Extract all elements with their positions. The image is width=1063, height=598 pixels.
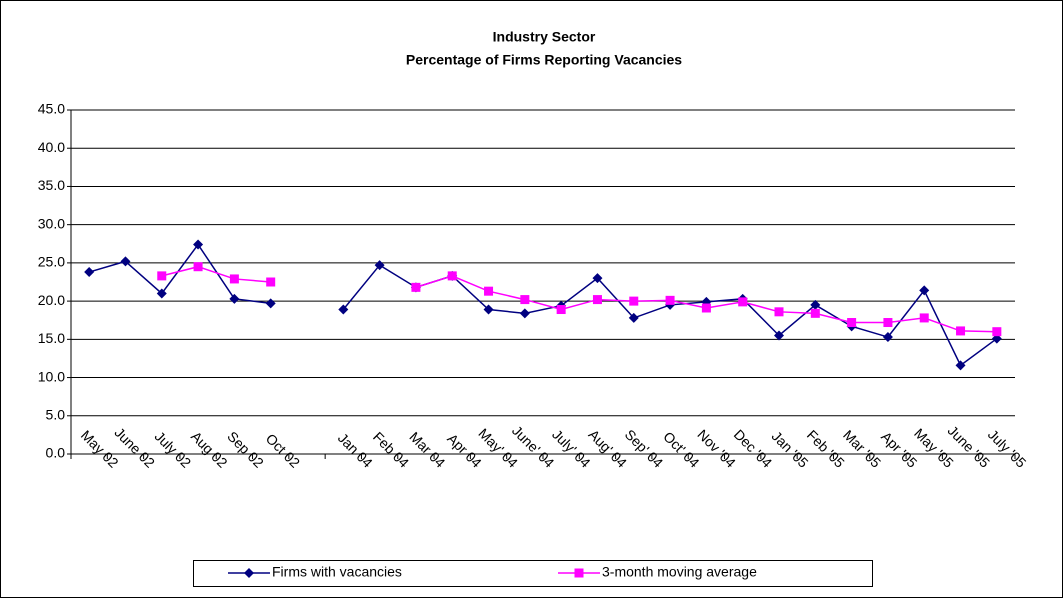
- y-tick-label: 30.0: [38, 215, 65, 231]
- point: [120, 256, 131, 267]
- point: [519, 308, 530, 319]
- y-tick-label: 25.0: [38, 254, 65, 270]
- point: [156, 288, 167, 299]
- y-tick-label: 40.0: [38, 139, 65, 155]
- point: [919, 285, 930, 296]
- point: [229, 274, 239, 284]
- point: [374, 260, 385, 271]
- point: [484, 286, 494, 296]
- point: [411, 282, 421, 292]
- point: [592, 295, 602, 305]
- point: [738, 297, 748, 307]
- legend: [193, 560, 873, 587]
- point: [665, 295, 675, 305]
- legend-label: 3-month moving average: [602, 564, 757, 580]
- point: [629, 296, 639, 306]
- y-tick-label: 35.0: [38, 177, 65, 193]
- point: [193, 239, 204, 250]
- point: [992, 327, 1002, 337]
- point: [810, 299, 821, 310]
- point: [956, 326, 966, 336]
- point: [157, 271, 167, 281]
- point: [229, 293, 240, 304]
- point: [483, 304, 494, 315]
- point: [883, 318, 893, 328]
- point: [919, 313, 929, 323]
- point: [774, 330, 784, 341]
- y-tick-label: 5.0: [46, 406, 66, 422]
- legend-label: Firms with vacancies: [272, 564, 402, 580]
- y-tick-label: 0.0: [46, 445, 66, 461]
- point: [265, 298, 276, 309]
- point: [266, 277, 276, 287]
- point: [574, 568, 584, 578]
- y-tick-label: 45.0: [38, 101, 65, 117]
- chart-subtitle: Percentage of Firms Reporting Vacancies: [406, 52, 682, 68]
- point: [592, 273, 603, 284]
- point: [701, 303, 711, 313]
- chart-title: Industry Sector: [493, 29, 596, 45]
- point: [193, 262, 203, 272]
- point: [810, 308, 820, 318]
- point: [84, 267, 95, 278]
- point: [847, 318, 857, 328]
- point: [774, 307, 784, 317]
- point: [447, 271, 457, 281]
- point: [338, 304, 349, 315]
- point: [955, 360, 966, 371]
- y-tick-label: 10.0: [38, 368, 65, 384]
- y-tick-label: 20.0: [38, 292, 65, 308]
- point: [556, 305, 566, 315]
- point: [882, 332, 893, 343]
- y-tick-label: 15.0: [38, 330, 65, 346]
- point: [244, 568, 254, 578]
- point: [628, 312, 639, 323]
- point: [520, 295, 530, 305]
